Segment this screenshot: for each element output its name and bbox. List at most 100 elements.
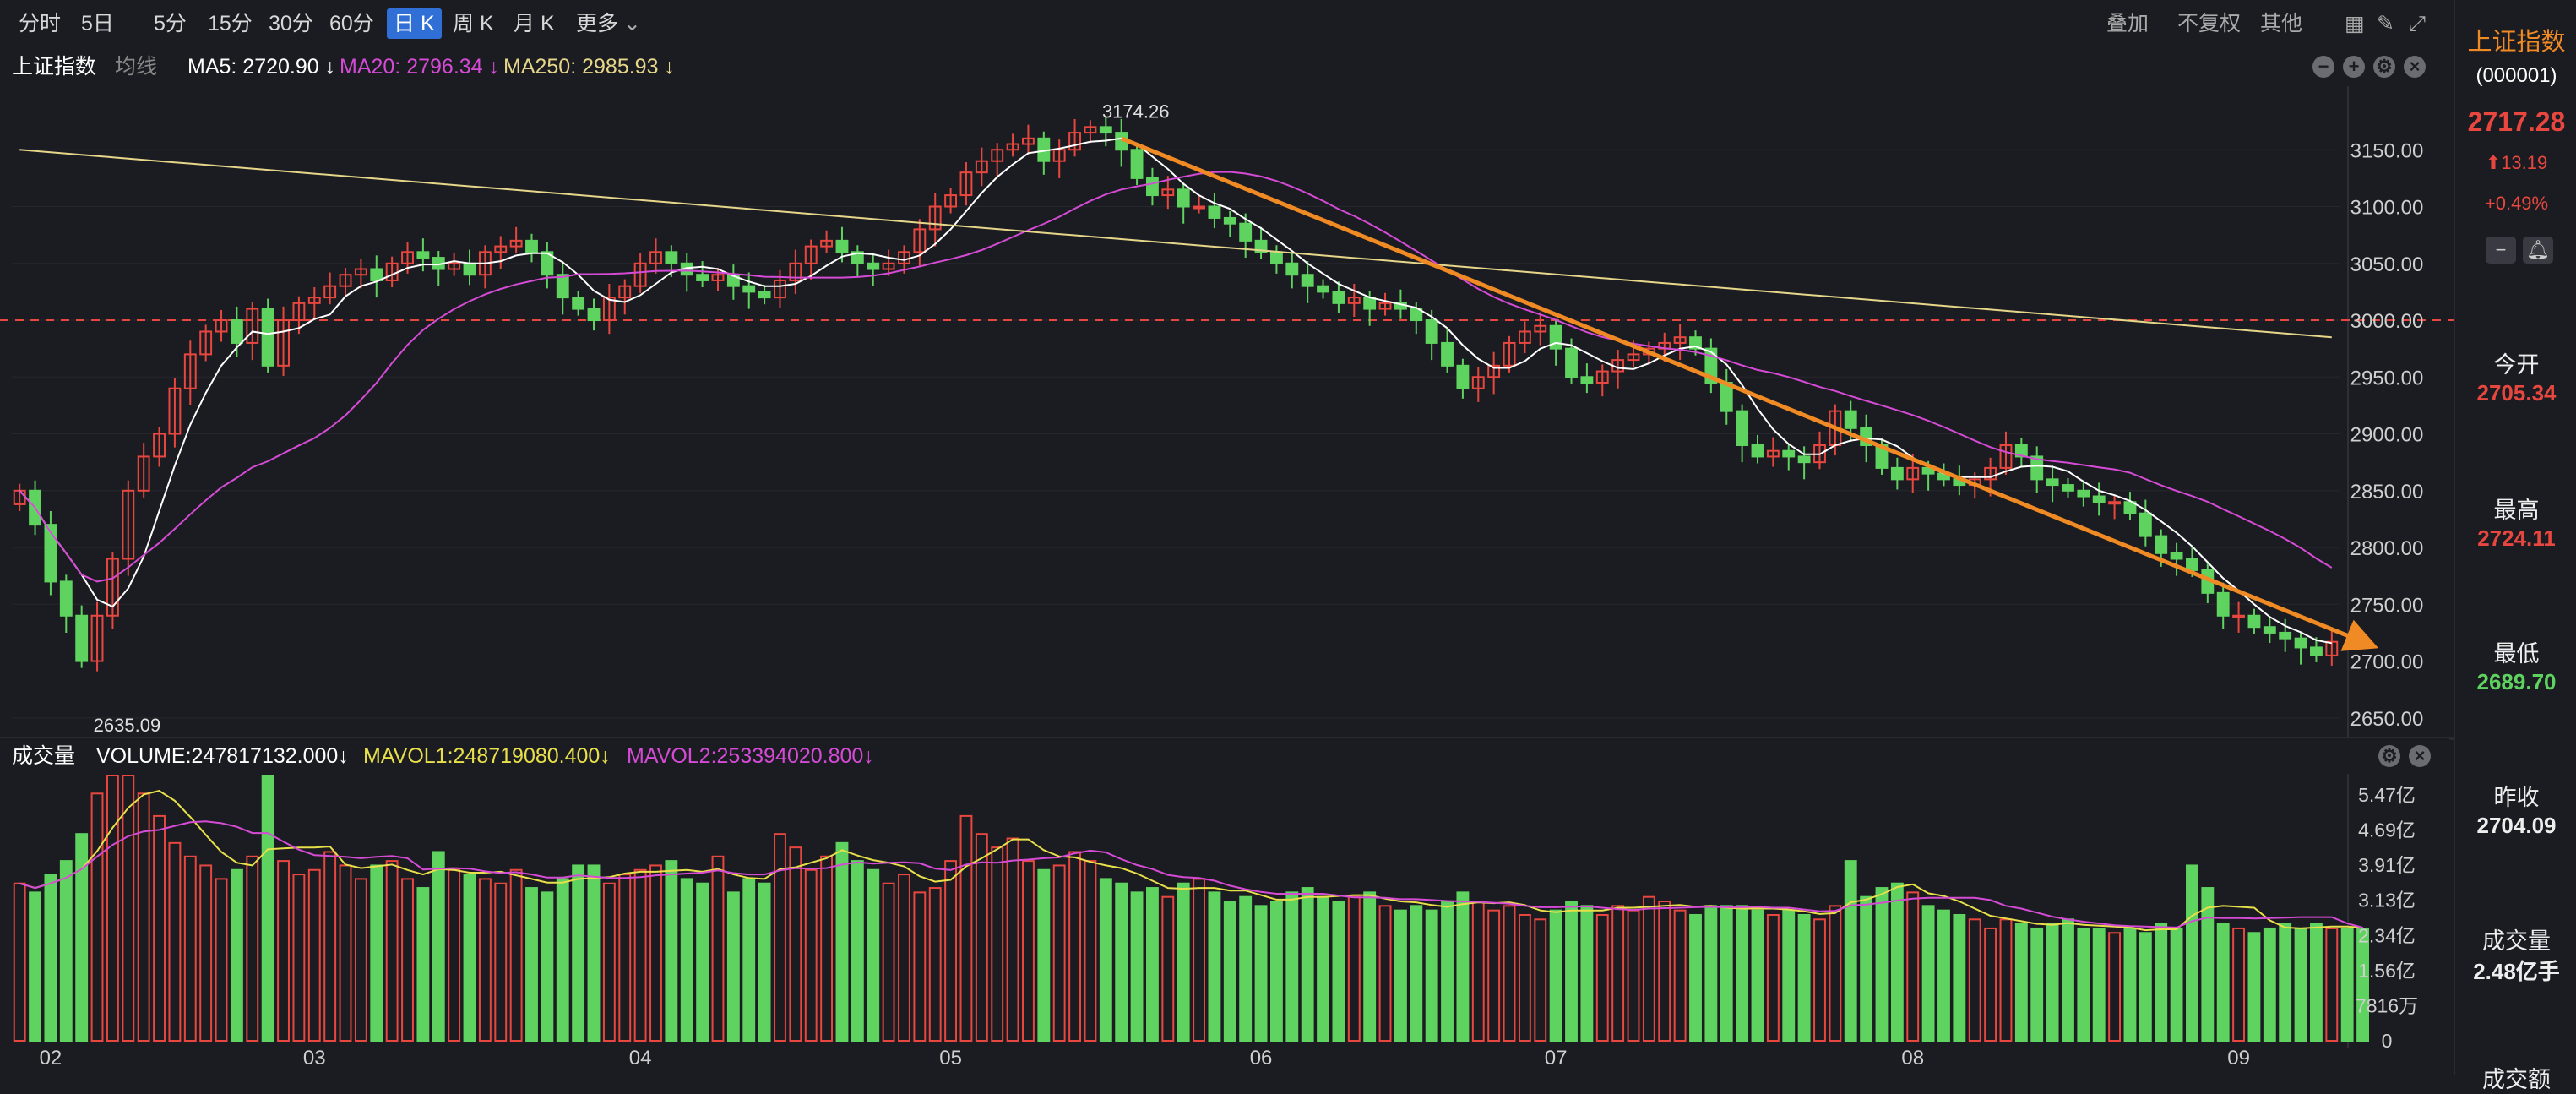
volume-bar [1766, 913, 1780, 1042]
period-tab-daily[interactable]: 日 K [387, 8, 442, 39]
ma5-line [19, 137, 2332, 645]
candle-body [292, 302, 306, 322]
line-type-dropdown[interactable]: 均线 [115, 55, 158, 79]
candle-body [2139, 512, 2152, 537]
period-tab-fenshi[interactable]: 分时 [19, 12, 62, 35]
volume-bar [913, 891, 927, 1042]
candle-body [1130, 149, 1144, 179]
extreme-price-annotation: 2635.09 [94, 715, 161, 736]
prev-close-label: 昨收 [2493, 785, 2540, 810]
volume-bar [1549, 909, 1562, 1042]
price-tick-label: 3100.00 [2350, 197, 2424, 220]
plus-icon[interactable]: + [2343, 56, 2365, 78]
candle-body [711, 274, 725, 281]
volume-bar [1301, 887, 1314, 1042]
volume-bar [2216, 923, 2230, 1042]
bell-icon[interactable]: 🔔︎ [2523, 237, 2553, 264]
close-icon[interactable]: × [2404, 56, 2426, 78]
axis-layer: 3150.00 3100.00 3050.00 3000.00 2950.00 2900.… [40, 139, 2424, 1070]
volume-bar [1487, 909, 1501, 1042]
candle-body [649, 251, 662, 264]
volume-bar [323, 851, 337, 1042]
gear-icon[interactable]: ⚙ [2378, 745, 2400, 767]
volume-bar [1921, 905, 1935, 1042]
candle-body [307, 297, 321, 304]
period-tab-monthly[interactable]: 月 K [514, 12, 555, 35]
volume-bar [758, 882, 771, 1042]
close-icon[interactable]: × [2409, 745, 2431, 767]
candle-body [928, 205, 942, 231]
volume-bar [1595, 913, 1609, 1042]
quote-side-panel: 上证指数 (000001) 2717.28 ⬆13.19 +0.49% − 🔔︎… [2454, 0, 2576, 1092]
candle-body [1689, 336, 1702, 350]
period-tab-60min[interactable]: 60分 [329, 12, 374, 35]
overlay-dropdown[interactable]: 叠加 [2106, 12, 2149, 35]
kline-chart[interactable]: 3150.00 3100.00 3050.00 3000.00 2950.00 2900.… [0, 0, 2454, 1075]
volume-bar [1953, 913, 1966, 1042]
open-value: 2705.34 [2476, 380, 2557, 405]
price-tick-label: 3000.00 [2350, 310, 2424, 333]
volume-bar [1193, 878, 1205, 1042]
volume-bar [215, 878, 228, 1042]
candle-body [851, 251, 864, 264]
volume-bar [2108, 932, 2122, 1042]
pen-icon[interactable]: ✎ [2377, 12, 2394, 35]
volume-bar [1037, 868, 1051, 1042]
gear-icon[interactable]: ⚙ [2373, 56, 2395, 78]
price-tick-label: 2900.00 [2350, 424, 2424, 447]
candle-body [975, 160, 988, 174]
volume-bar [1611, 905, 1625, 1042]
period-tab-5day[interactable]: 5日 [81, 12, 114, 35]
volume-bar [1736, 905, 1749, 1042]
ma250-value: MA250: 2985.93 ↓ [503, 55, 675, 79]
price-tick-label: 2650.00 [2350, 708, 2424, 731]
volume-bar [307, 868, 321, 1042]
period-tab-30min[interactable]: 30分 [269, 12, 313, 35]
prev-close-value: 2704.09 [2476, 813, 2557, 838]
volume-bar [246, 855, 259, 1042]
volume-bar [2247, 932, 2261, 1042]
main-legend: 上证指数 均线 MA5: 2720.90 ↓ MA20: 2796.34 ↓ M… [0, 47, 2449, 86]
candle-body [541, 251, 554, 276]
price-tick-label: 2700.00 [2350, 651, 2424, 674]
volume-bar [1425, 909, 1438, 1042]
candle-body [758, 291, 771, 299]
candle-body [2108, 501, 2122, 505]
period-more-dropdown[interactable]: 更多 [576, 12, 619, 35]
month-label: 08 [1901, 1047, 1924, 1070]
candle-body [1518, 330, 1531, 344]
volume-bar [541, 891, 554, 1042]
candle-body [416, 251, 430, 259]
volume-bar [1161, 895, 1175, 1042]
index-name: 上证指数 [12, 55, 97, 79]
candle-body [401, 251, 414, 264]
volume-bar [1503, 905, 1516, 1042]
volume-tick-label: 0 [2382, 1030, 2393, 1052]
period-tab-5min[interactable]: 5分 [154, 12, 187, 35]
candle-body [2310, 646, 2323, 656]
volume-bar [13, 882, 26, 1042]
minus-icon[interactable]: − [2486, 237, 2516, 264]
candle-body [867, 262, 880, 270]
volume-bar [525, 887, 538, 1042]
volume-bar [2356, 928, 2369, 1042]
volume-bar [2014, 923, 2028, 1042]
minus-icon[interactable]: − [2312, 56, 2334, 78]
candle-body [1332, 291, 1345, 304]
candle-body [2030, 455, 2044, 481]
candle-body [882, 262, 895, 270]
volume-indicator-dropdown[interactable]: 成交量 [12, 744, 76, 768]
candle-body [525, 239, 538, 253]
fullscreen-icon[interactable]: ⤢ [2409, 12, 2427, 35]
period-tab-15min[interactable]: 15分 [208, 12, 253, 35]
period-tab-weekly[interactable]: 周 K [453, 12, 494, 35]
layout-grid-icon[interactable]: ▦ [2345, 12, 2365, 35]
other-dropdown[interactable]: 其他 [2260, 12, 2303, 35]
candle-body [696, 274, 709, 281]
volume-bar [1782, 909, 1796, 1042]
volume-bar [199, 864, 213, 1042]
candle-body [1161, 188, 1175, 197]
candle-body [1208, 205, 1221, 219]
volume-bar [1937, 909, 1950, 1042]
adjust-dropdown[interactable]: 不复权 [2177, 12, 2242, 35]
